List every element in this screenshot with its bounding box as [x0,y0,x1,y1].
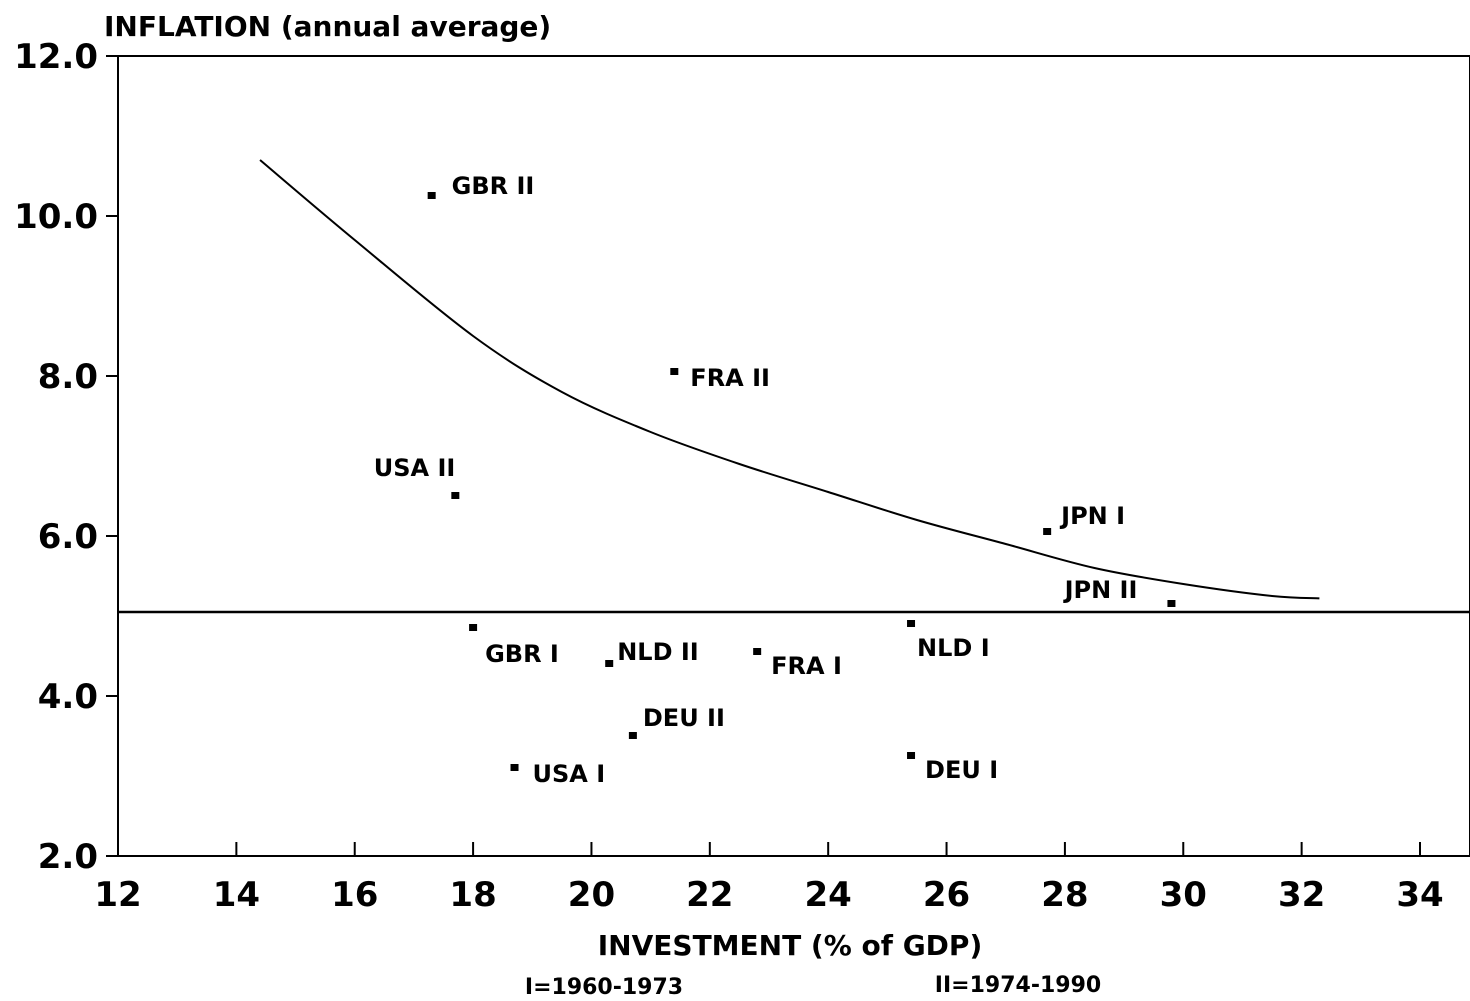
point-label-gbr-ii: GBR II [452,172,535,200]
x-tick-label: 24 [805,875,852,915]
x-tick-label: 30 [1160,875,1207,915]
y-tick-label: 6.0 [38,517,98,557]
point-jpn-i [1043,528,1052,535]
point-nld-ii [605,660,614,667]
x-tick-label: 14 [213,875,260,915]
point-deu-i [907,752,916,759]
y-tick-label: 2.0 [38,837,98,877]
x-tick-label: 32 [1278,875,1325,915]
point-label-fra-i: FRA I [771,652,842,680]
x-tick-label: 20 [568,875,615,915]
x-tick-label: 16 [331,875,378,915]
y-axis-title: INFLATION (annual average) [104,10,551,43]
x-tick-label: 28 [1041,875,1088,915]
x-axis: 12 14 16 18 20 22 24 26 28 30 32 34 [94,842,1444,915]
y-axis: 2.0 4.0 6.0 8.0 10.0 12.0 [14,37,118,877]
point-label-nld-i: NLD I [917,634,990,662]
point-usa-ii [451,492,460,499]
x-tick-label: 22 [686,875,733,915]
point-label-usa-ii: USA II [374,454,456,482]
point-label-jpn-ii: JPN II [1063,576,1138,604]
data-points: GBR II FRA II USA II JPN I JPN II GBR I NLD II… [374,172,1176,788]
point-usa-i [510,764,519,771]
x-tick-label: 34 [1396,875,1443,915]
x-tick-label: 12 [94,875,141,915]
point-nld-i [907,620,916,627]
point-gbr-ii [427,192,436,199]
period-note-1: I=1960-1973 [525,975,683,1000]
period-note-2: II=1974-1990 [935,973,1101,998]
point-gbr-i [469,624,478,631]
y-tick-label: 10.0 [14,197,98,237]
plot-frame [117,55,1470,857]
y-tick-label: 8.0 [38,357,98,397]
point-label-deu-ii: DEU II [643,704,725,732]
point-label-fra-ii: FRA II [690,364,770,392]
point-fra-i [753,648,762,655]
point-jpn-ii [1167,600,1176,607]
point-label-jpn-i: JPN I [1059,502,1125,530]
point-label-nld-ii: NLD II [617,638,699,666]
y-tick-label: 12.0 [14,37,98,77]
point-label-usa-i: USA I [533,760,606,788]
point-label-deu-i: DEU I [925,756,998,784]
x-tick-label: 26 [923,875,970,915]
x-axis-title: INVESTMENT (% of GDP) [598,929,983,962]
point-label-gbr-i: GBR I [485,640,559,668]
y-tick-label: 4.0 [38,677,98,717]
point-fra-ii [670,368,679,375]
x-tick-label: 18 [449,875,496,915]
trend-curve [259,159,1320,600]
point-deu-ii [628,732,637,739]
